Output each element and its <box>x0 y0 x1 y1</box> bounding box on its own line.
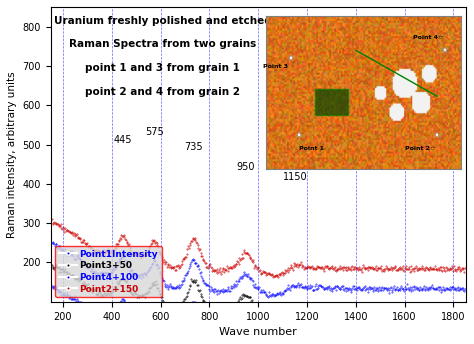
Text: 735: 735 <box>184 142 203 152</box>
Legend: Point1Intensity, Point3+50, Point4+100, Point2+150: Point1Intensity, Point3+50, Point4+100, … <box>55 246 162 297</box>
Text: point 2 and 4 from grain 2: point 2 and 4 from grain 2 <box>85 87 240 97</box>
Text: 575: 575 <box>145 127 164 137</box>
Text: point 1 and 3 from grain 1: point 1 and 3 from grain 1 <box>85 63 240 73</box>
Text: 445: 445 <box>113 135 132 144</box>
Text: 950: 950 <box>237 162 255 172</box>
Y-axis label: Raman intensity, arbitrary units: Raman intensity, arbitrary units <box>7 71 17 238</box>
Text: Uranium freshly polished and etched: Uranium freshly polished and etched <box>54 16 272 26</box>
X-axis label: Wave number: Wave number <box>219 327 297 337</box>
Text: Raman Spectra from two grains: Raman Spectra from two grains <box>69 39 256 50</box>
Text: 1150: 1150 <box>283 172 307 182</box>
